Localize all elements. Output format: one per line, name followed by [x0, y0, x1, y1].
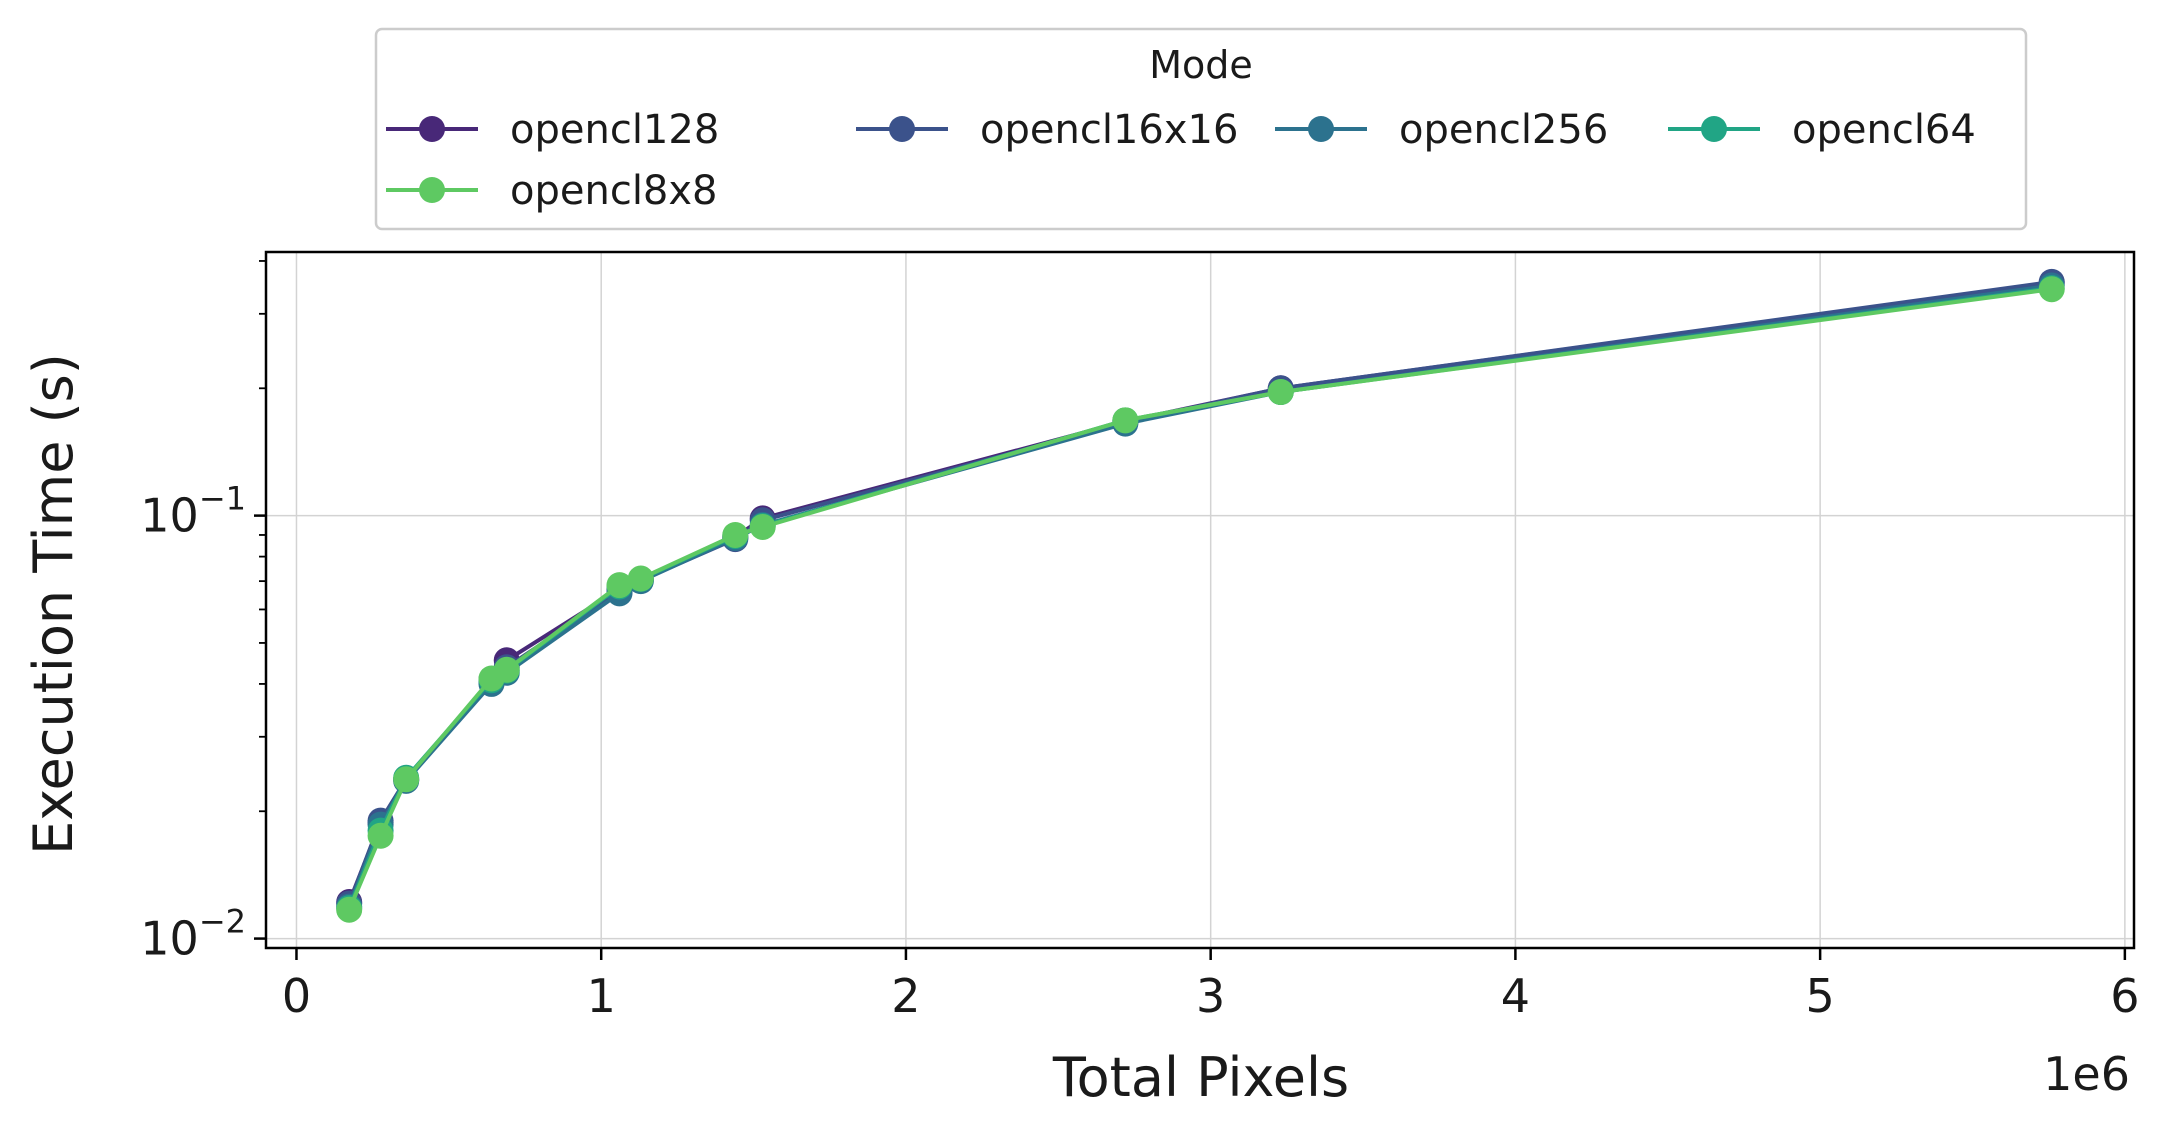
y-tick-label: 10−2 — [140, 903, 246, 966]
legend-entries: opencl128 opencl16x16 opencl256 opencl64 ope… — [386, 107, 1976, 214]
legend-label: opencl16x16 — [980, 107, 1238, 153]
x-tick-label: 1 — [587, 969, 616, 1023]
x-tick-label: 0 — [282, 969, 311, 1023]
series-layer — [336, 268, 2065, 923]
data-point — [493, 656, 520, 683]
legend-marker — [1308, 116, 1334, 142]
x-tick-label: 5 — [1805, 969, 1834, 1023]
legend-label: opencl256 — [1399, 107, 1608, 153]
legend-entry: opencl64 — [1668, 107, 1976, 153]
y-axis-title: Execution Time (s) — [22, 353, 85, 855]
legend-label: opencl8x8 — [510, 168, 718, 214]
legend-entry: opencl8x8 — [386, 168, 718, 214]
data-point — [336, 896, 363, 923]
data-point — [1267, 378, 1294, 405]
legend-marker — [419, 116, 445, 142]
legend-marker — [889, 116, 915, 142]
legend-marker — [419, 177, 445, 203]
x-axis-offset-text: 1e6 — [2043, 1047, 2130, 1101]
legend: Mode opencl128 opencl16x16 opencl256 opencl… — [374, 27, 2028, 231]
data-point — [749, 513, 776, 540]
legend-entry: opencl16x16 — [856, 107, 1238, 153]
legend-label: opencl64 — [1792, 107, 1976, 153]
legend-label: opencl128 — [510, 107, 719, 153]
x-tick-label: 3 — [1196, 969, 1225, 1023]
data-point — [393, 766, 420, 793]
x-tick-label: 6 — [2110, 969, 2139, 1023]
y-tick-label: 10−1 — [140, 480, 246, 543]
legend-entry: opencl128 — [386, 107, 719, 153]
data-point — [367, 822, 394, 849]
x-tick-label: 2 — [891, 969, 920, 1023]
x-axis-title: Total Pixels — [1052, 1046, 1349, 1109]
data-point — [722, 521, 749, 548]
data-point — [1112, 407, 1139, 434]
data-point — [627, 565, 654, 592]
series-opencl8x8 — [336, 276, 2065, 923]
x-tick-label: 4 — [1501, 969, 1530, 1023]
legend-entry: opencl256 — [1275, 107, 1608, 153]
legend-box — [374, 27, 2028, 231]
legend-marker — [1701, 116, 1727, 142]
legend-title: Mode — [1149, 43, 1253, 87]
axes: 0 1 2 3 4 5 6 10−2 10−1 — [140, 260, 2139, 1023]
plot-frame — [264, 250, 2136, 950]
data-point — [606, 572, 633, 599]
data-point — [2038, 276, 2065, 303]
